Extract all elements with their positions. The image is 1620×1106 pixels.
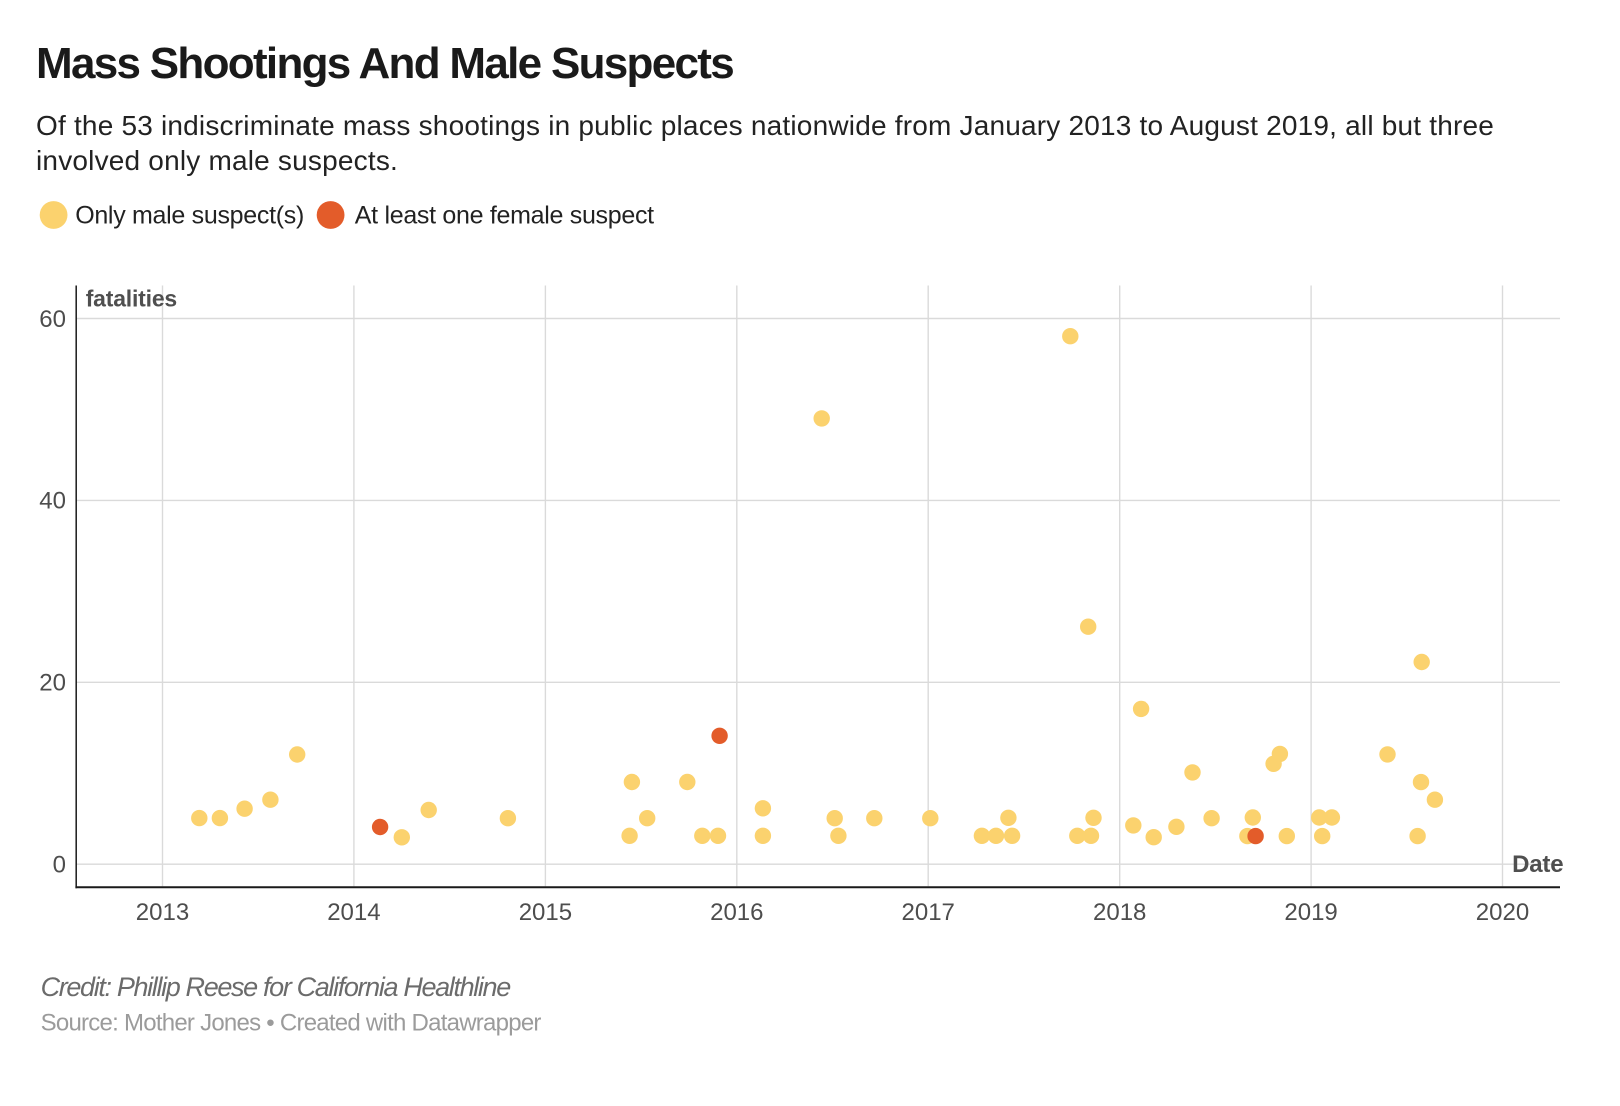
svg-text:2020: 2020 (1476, 899, 1529, 926)
svg-text:fatalities: fatalities (86, 286, 177, 312)
svg-text:2015: 2015 (519, 899, 572, 926)
svg-text:2018: 2018 (1093, 899, 1146, 926)
svg-text:Date: Date (1512, 851, 1563, 878)
svg-text:20: 20 (39, 670, 66, 697)
svg-text:Only male suspect(s): Only male suspect(s) (75, 201, 304, 229)
svg-text:Of the 53 indiscriminate mass: Of the 53 indiscriminate mass shootings … (36, 110, 1494, 141)
svg-text:2016: 2016 (710, 899, 763, 926)
svg-text:2017: 2017 (902, 899, 955, 926)
svg-text:Credit: Phillip Reese for Cali: Credit: Phillip Reese for California Hea… (41, 972, 512, 1002)
svg-text:60: 60 (39, 306, 66, 333)
svg-text:2014: 2014 (327, 899, 380, 926)
svg-text:At least one female suspect: At least one female suspect (355, 201, 654, 229)
svg-text:2019: 2019 (1284, 899, 1337, 926)
svg-text:Source: Mother Jones • Created: Source: Mother Jones • Created with Data… (41, 1009, 542, 1036)
svg-text:2013: 2013 (136, 899, 189, 926)
svg-text:involved only male suspects.: involved only male suspects. (36, 145, 398, 176)
svg-text:Mass Shootings And Male Suspec: Mass Shootings And Male Suspects (36, 39, 733, 88)
svg-text:0: 0 (53, 852, 66, 879)
svg-text:40: 40 (39, 488, 66, 515)
